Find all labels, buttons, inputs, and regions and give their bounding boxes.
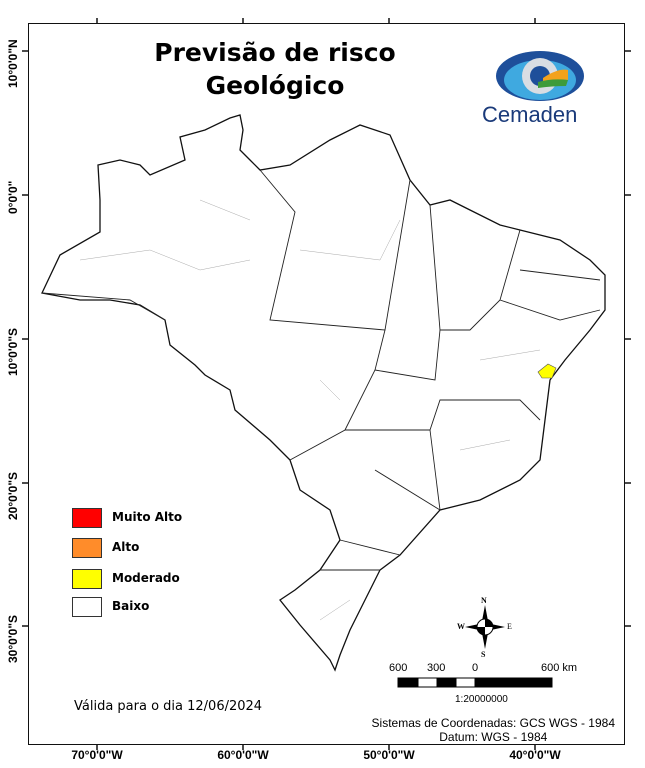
legend-label: Alto <box>112 540 140 554</box>
brazil-outline <box>41 114 606 672</box>
scale-ratio: 1:20000000 <box>455 694 508 705</box>
state-borders <box>41 169 601 571</box>
scale-label: 0 <box>472 662 479 674</box>
title-line-1: Previsão de risco <box>154 38 396 67</box>
lon-label: 40°0'0"W <box>509 748 561 762</box>
legend-label: Muito Alto <box>112 510 183 524</box>
scale-label: 600 km <box>541 662 578 674</box>
logo-text: Cemaden <box>482 102 578 127</box>
legend-label: Baixo <box>112 599 150 613</box>
lat-label: 20°0'0"S <box>6 471 20 520</box>
lat-label: 10°0'0"S <box>6 327 20 376</box>
lon-label: 70°0'0"W <box>71 748 123 762</box>
risk-area-moderado <box>537 363 557 379</box>
coordinate-info: Sistemas de Coordenadas: GCS WGS - 1984 … <box>372 716 615 744</box>
lat-label: 0°0'0" <box>6 180 20 214</box>
valid-date: Válida para o dia 12/06/2024 <box>74 699 263 714</box>
legend-swatch <box>72 508 102 528</box>
scale-label: 300 <box>427 662 446 674</box>
legend-label: Moderado <box>112 571 180 585</box>
legend-swatch <box>72 538 102 558</box>
north-arrow-icon <box>465 605 505 649</box>
compass-s: S <box>481 650 486 659</box>
compass-w: W <box>457 622 465 631</box>
legend-swatch <box>72 597 102 617</box>
lon-label: 60°0'0"W <box>217 748 269 762</box>
lon-label: 50°0'0"W <box>363 748 415 762</box>
datum: Datum: WGS - 1984 <box>439 730 548 744</box>
compass-e: E <box>507 622 512 631</box>
lat-label: 30°0'0"S <box>6 614 20 663</box>
cemaden-logo <box>496 51 584 101</box>
scale-label: 600 <box>389 662 408 674</box>
map-title: Previsão de risco Geológico <box>150 36 400 102</box>
title-line-2: Geológico <box>205 71 345 100</box>
compass-n: N <box>481 596 487 605</box>
lat-label: 10°0'0"N <box>6 39 20 88</box>
legend-swatch <box>72 569 102 589</box>
map-frame <box>28 23 625 745</box>
coordinate-system: Sistemas de Coordenadas: GCS WGS - 1984 <box>371 716 615 730</box>
scale-bar <box>397 677 553 688</box>
